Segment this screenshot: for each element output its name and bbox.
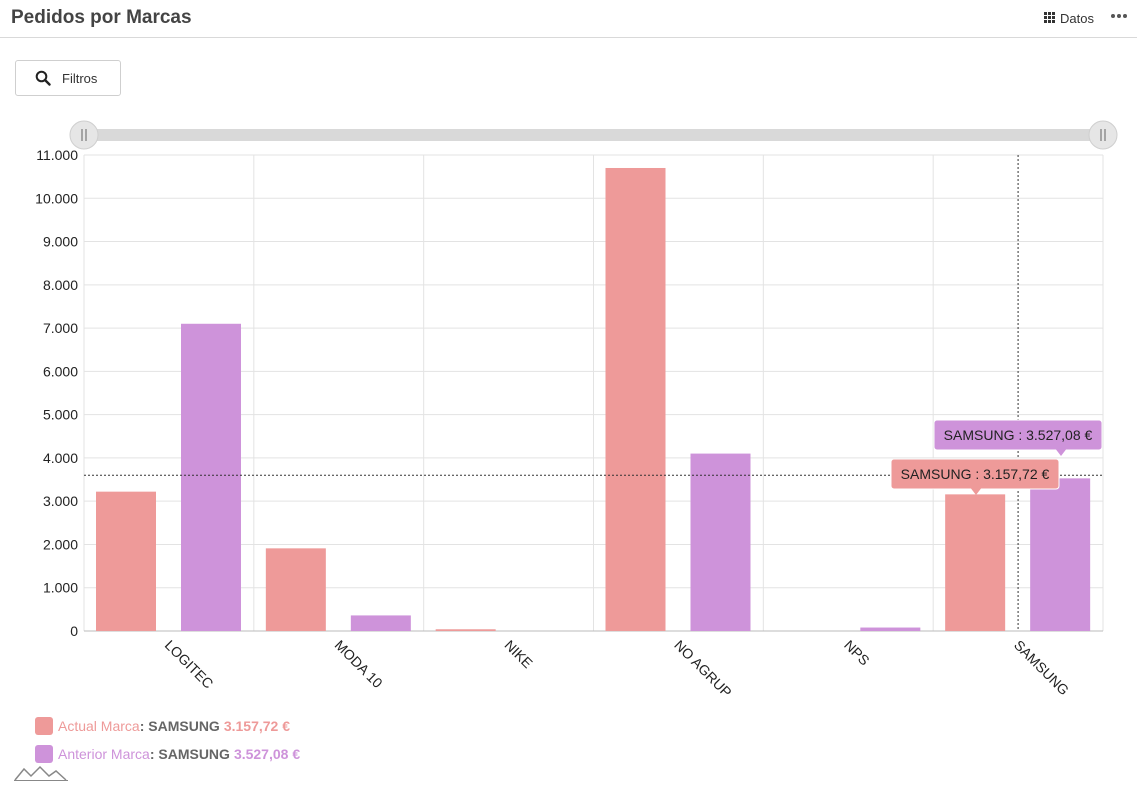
bar-actual-logitec bbox=[96, 491, 156, 631]
legend-label-anterior: Anterior Marca bbox=[58, 746, 150, 762]
bar-actual-samsung bbox=[945, 494, 1006, 631]
x-tick-label: SAMSUNG bbox=[1011, 637, 1072, 698]
legend-value-anterior: 3.527,08 € bbox=[233, 746, 301, 762]
bar-actual-nike bbox=[435, 629, 496, 631]
y-tick-label: 8.000 bbox=[43, 277, 78, 293]
more-options-button[interactable] bbox=[1109, 6, 1129, 26]
y-tick-label: 11.000 bbox=[36, 147, 78, 163]
bar-anterior-samsung bbox=[1030, 478, 1091, 631]
legend-category-actual: SAMSUNG bbox=[148, 718, 220, 734]
x-tick-label: LOGITEC bbox=[162, 637, 217, 692]
tooltip-text: SAMSUNG : 3.527,08 € bbox=[944, 427, 1093, 443]
datos-button[interactable]: Datos bbox=[1044, 9, 1094, 27]
y-tick-label: 0 bbox=[70, 623, 78, 639]
scrollbar-handle-left[interactable] bbox=[69, 120, 99, 150]
dot-icon bbox=[1111, 14, 1115, 18]
dot-icon bbox=[1123, 14, 1127, 18]
bar-chart: 0 1.000 2.000 3.000 4.000 5.000 6.000 7.000 8.00… bbox=[35, 120, 1118, 701]
tooltip-text: SAMSUNG : 3.157,72 € bbox=[901, 466, 1050, 482]
scrollbar-handle-right[interactable] bbox=[1088, 120, 1118, 150]
legend-item-anterior[interactable]: Anterior Marca: SAMSUNG 3.527,08 € bbox=[35, 744, 300, 764]
bar-actual-moda-10 bbox=[265, 548, 326, 631]
x-tick-label: NIKE bbox=[501, 637, 535, 671]
tooltip-anterior: SAMSUNG : 3.527,08 € bbox=[933, 419, 1103, 456]
y-tick-label: 4.000 bbox=[43, 450, 78, 466]
bar-anterior-logitec bbox=[181, 323, 241, 631]
x-tick-label: MODA 10 bbox=[332, 637, 386, 691]
y-tick-label: 3.000 bbox=[43, 493, 78, 509]
tooltip-actual: SAMSUNG : 3.157,72 € bbox=[890, 458, 1060, 495]
legend-swatch-actual bbox=[35, 717, 53, 735]
search-icon bbox=[35, 70, 51, 86]
legend-item-actual[interactable]: Actual Marca: SAMSUNG 3.157,72 € bbox=[35, 716, 300, 736]
dot-icon bbox=[1117, 14, 1121, 18]
y-tick-label: 1.000 bbox=[43, 580, 78, 596]
bar-anterior-no-agrup bbox=[690, 453, 751, 631]
handle-knob bbox=[69, 120, 99, 150]
y-tick-label: 7.000 bbox=[43, 320, 78, 336]
legend-swatch-anterior bbox=[35, 745, 53, 763]
scrollbar-track bbox=[84, 129, 1103, 141]
tooltip-box bbox=[933, 419, 1103, 451]
legend-value-actual: 3.157,72 € bbox=[223, 718, 290, 734]
y-tick-label: 6.000 bbox=[43, 363, 78, 379]
filters-label: Filtros bbox=[62, 70, 98, 86]
page-title: Pedidos por Marcas bbox=[11, 7, 192, 28]
legend-label-actual: Actual Marca bbox=[58, 718, 140, 734]
legend: Actual Marca: SAMSUNG 3.157,72 € Anterior… bbox=[35, 716, 300, 772]
bar-actual-no-agrup bbox=[605, 167, 666, 631]
y-tick-label: 9.000 bbox=[43, 234, 78, 250]
handle-knob bbox=[1088, 120, 1118, 150]
x-tick-label: NO AGRUP bbox=[671, 637, 735, 701]
x-tick-label: NPS bbox=[841, 637, 873, 669]
y-tick-label: 5.000 bbox=[43, 407, 78, 423]
header: Pedidos por Marcas Datos bbox=[0, 0, 1137, 38]
bar-anterior-moda-10 bbox=[350, 615, 411, 631]
datos-label: Datos bbox=[1060, 10, 1094, 26]
chart-brand-logo-icon bbox=[14, 765, 68, 781]
filters-button[interactable]: Filtros bbox=[15, 60, 121, 96]
bar-anterior-nps bbox=[860, 627, 921, 631]
y-tick-label: 2.000 bbox=[43, 536, 78, 552]
tooltip-pointer bbox=[971, 488, 981, 495]
legend-category-anterior: SAMSUNG bbox=[158, 746, 230, 762]
y-tick-label: 10.000 bbox=[35, 190, 78, 206]
grid-icon bbox=[1044, 12, 1056, 24]
tooltip-pointer bbox=[1056, 449, 1066, 456]
